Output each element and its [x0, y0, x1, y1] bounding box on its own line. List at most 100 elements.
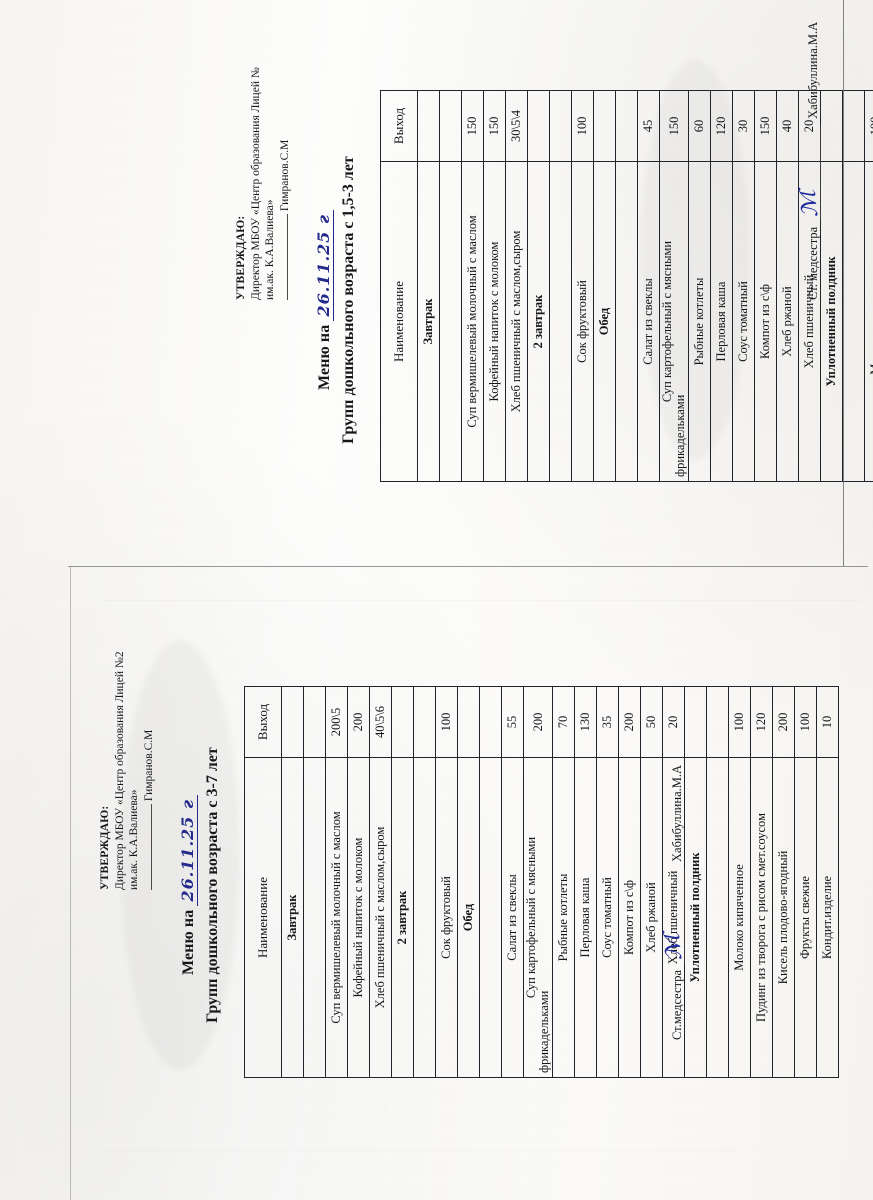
meal-section-label: Уплотненный полдник: [820, 161, 843, 482]
dish-name-cell: Рыбные котлеты: [688, 161, 711, 482]
meal-section-label: Завтрак: [417, 161, 440, 482]
portion-output-cell: 150: [754, 90, 777, 162]
table-row: Соус томатный 30: [732, 90, 755, 482]
dish-name-cell: Салат из свеклы: [501, 757, 524, 1078]
dish-name-cell: Фрукты свежие: [794, 757, 817, 1078]
meal-section-label: 2 завтрак: [391, 757, 414, 1078]
dish-name-cell: Молоко кипяченное: [728, 757, 751, 1078]
table-spacer-row: [842, 90, 865, 482]
approval-signer-name: Гимранов.С.М: [143, 729, 156, 802]
table-row: Хлеб ржаной 40: [776, 90, 799, 482]
table-row: Суп картофельный с мясными фрикадельками 1…: [659, 90, 689, 482]
menu-table-body-3-7: Завтрак Суп вермишелевый молочный с масло…: [281, 686, 839, 1078]
menu-table-body-1-5-3: Завтрак Суп вермишелевый молочный с масло…: [417, 90, 873, 482]
menu-table-1-5-3: Наименование Выход Завтрак Суп вермишелев…: [380, 90, 873, 482]
menu-sheet-1-5-3: УТВЕРЖДАЮ: Директор МБОУ «Центр образова…: [228, 0, 873, 600]
table-row: Компот из с\ф 150: [754, 90, 777, 482]
table-row: Суп картофельный с мясными фрикадельками 2…: [523, 686, 553, 1078]
dish-name-cell: Сок фруктовый: [571, 161, 594, 482]
table-row: Кофейный напиток с молоком 150: [483, 90, 506, 482]
dish-name-cell: Перловая каша: [710, 161, 733, 482]
page-title-3-7: Меню на 26.11.25 г: [178, 660, 198, 1110]
footer-signature-rule: ℳ: [795, 124, 823, 221]
portion-output-cell: 30: [732, 90, 755, 162]
table-row: Сок фруктовый 100: [571, 90, 594, 482]
portion-output-cell: 50: [640, 686, 663, 758]
table-row: Суп вермишелевый молочный с маслом 200\5: [325, 686, 348, 1078]
handwritten-signature: ℳ: [659, 931, 687, 963]
table-row: Фрукты свежие 100: [794, 686, 817, 1078]
page-title-1-5-3: Меню на 26.11.25 г: [314, 80, 334, 520]
dish-name-cell: Хлеб пшеничный с маслом,сыром: [505, 161, 528, 482]
meal-section-label: Уплотненный полдник: [684, 757, 707, 1078]
portion-output-cell: [527, 90, 550, 162]
portion-output-cell: 55: [501, 686, 524, 758]
table-spacer-row: [439, 90, 462, 482]
dish-name-cell: Хлеб пшеничный с маслом,сыром: [369, 757, 392, 1078]
portion-output-cell: 200: [618, 686, 641, 758]
table-row: Хлеб пшеничный с маслом,сыром 40\5\6: [369, 686, 392, 1078]
dish-name-cell: Кофейный напиток с молоком: [347, 757, 370, 1078]
table-row: Соус томатный 35: [596, 686, 619, 1078]
approval-signer-row: Гимранов.С.М: [142, 651, 157, 890]
portion-output-cell: 40: [776, 90, 799, 162]
portion-output-cell: 100: [435, 686, 458, 758]
table-row: Завтрак: [281, 686, 304, 1078]
table-row: Перловая каша 130: [574, 686, 597, 1078]
table-spacer-row: [706, 686, 729, 1078]
table-row: Компот из с\ф 200: [618, 686, 641, 1078]
portion-output-cell: 30\5\4: [505, 90, 528, 162]
footer-role-label: Ст. медсестра: [806, 226, 820, 300]
meal-section-label: Обед: [593, 161, 616, 482]
portion-output-cell: 200: [523, 686, 553, 758]
portion-output-cell: 200\5: [325, 686, 348, 758]
footer-signer-name: Хабибуллина.М.А: [806, 21, 820, 119]
dish-name-cell: Суп картофельный с мясными фрикадельками: [659, 161, 689, 482]
portion-output-cell: 150: [659, 90, 689, 162]
approval-signer-name: Гимранов.С.М: [279, 139, 292, 212]
approval-signer-row: Гимранов.С.М: [278, 67, 293, 300]
portion-output-cell: 40\5\6: [369, 686, 392, 758]
portion-output-cell: 150: [461, 90, 484, 162]
portion-output-cell: 70: [552, 686, 575, 758]
dish-name-cell: Кисель плодово-ягодный: [772, 757, 795, 1078]
portion-output-cell: [281, 686, 304, 758]
table-row: Уплотненный полдник: [820, 90, 843, 482]
spacer-cell: [303, 757, 326, 1078]
footer-signature-1-5-3: Ст. медсестра ℳ Хабибуллина.М.А: [795, 21, 823, 300]
menu-table-3-7: Наименование Выход Завтрак Суп вермишелев…: [244, 686, 839, 1078]
dish-name-cell: Компот из с\ф: [618, 757, 641, 1078]
table-row: Завтрак: [417, 90, 440, 482]
page-edge-line-vertical-left: [70, 566, 71, 1200]
page-subtitle-3-7: Групп дошкольного возраста с 3-7 лет: [204, 747, 221, 1023]
page-edge-line-vertical: [843, 0, 844, 566]
dish-name-cell: Хлеб ржаной: [776, 161, 799, 482]
dish-name-cell: Пудинг из творога с рисом смет.соусом: [750, 757, 773, 1078]
portion-output-cell: 120: [710, 90, 733, 162]
spacer-cell: [303, 686, 326, 758]
table-row: Кисель плодово-ягодный 200: [772, 686, 795, 1078]
dish-name-cell: Перловая каша: [574, 757, 597, 1078]
menu-date-handwritten: 26.11.25 г: [178, 795, 198, 906]
portion-output-cell: [593, 90, 616, 162]
table-spacer-row: [479, 686, 502, 1078]
page-edge-line: [68, 566, 868, 567]
approval-block-1-5-3: УТВЕРЖДАЮ: Директор МБОУ «Центр образова…: [234, 67, 293, 300]
portion-output-cell: 200: [772, 686, 795, 758]
spacer-cell: [615, 161, 638, 482]
column-header-out: Выход: [244, 686, 282, 758]
portion-output-cell: 100: [794, 686, 817, 758]
dish-name-cell: Рыбные котлеты: [552, 757, 575, 1078]
portion-output-cell: [457, 686, 480, 758]
table-row: Обед: [457, 686, 480, 1078]
meal-section-label: 2 завтрак: [527, 161, 550, 482]
meal-section-label: Обед: [457, 757, 480, 1078]
spacer-cell: [842, 161, 865, 482]
spacer-cell: [413, 757, 436, 1078]
table-row: 2 завтрак: [391, 686, 414, 1078]
portion-output-cell: 100: [728, 686, 751, 758]
menu-date-handwritten: 26.11.25 г: [314, 210, 334, 321]
table-row: Салат из свеклы 45: [637, 90, 660, 482]
